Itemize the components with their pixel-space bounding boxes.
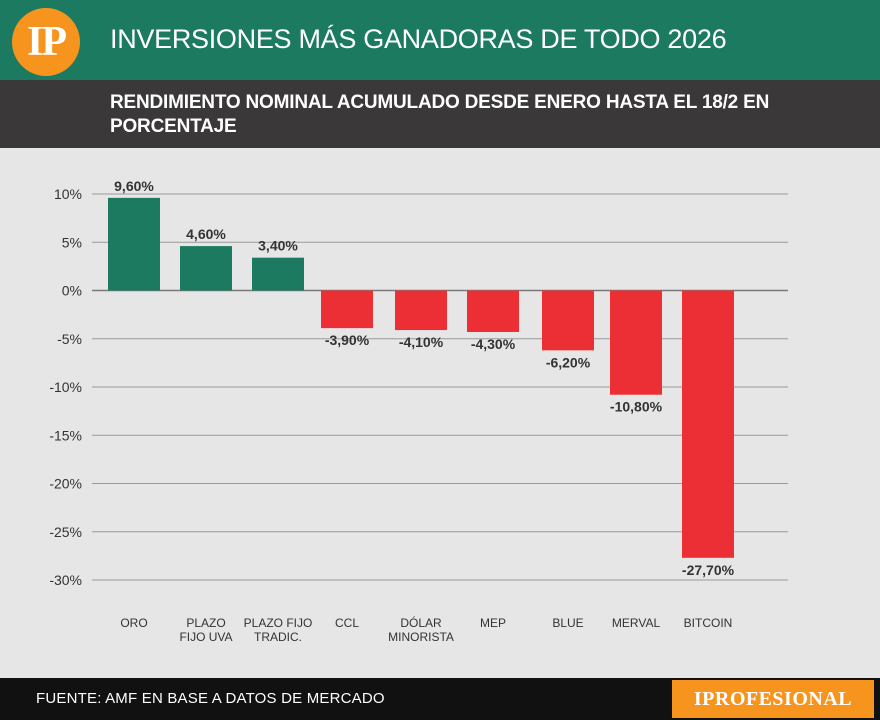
x-tick-label: CCL	[335, 616, 359, 630]
y-tick-label: 5%	[62, 234, 82, 250]
y-tick-label: -30%	[49, 572, 82, 588]
bar	[610, 290, 662, 395]
data-label: -4,30%	[471, 336, 516, 352]
data-label: 4,60%	[186, 226, 226, 242]
y-tick-label: -10%	[49, 379, 82, 395]
x-tick-label: FIJO UVA	[179, 630, 232, 644]
y-tick-label: 0%	[62, 283, 82, 299]
x-tick-label: ORO	[120, 616, 147, 630]
x-tick-label: PLAZO FIJO	[244, 616, 313, 630]
x-tick-label: MEP	[480, 616, 506, 630]
x-tick-label: PLAZO	[186, 616, 225, 630]
y-tick-label: -25%	[49, 524, 82, 540]
page-title: INVERSIONES MÁS GANADORAS DE TODO 2026	[110, 24, 727, 54]
bar	[321, 290, 373, 329]
data-label: 9,60%	[114, 178, 154, 194]
brand-logo: IPROFESIONAL	[672, 680, 874, 718]
y-tick-label: -20%	[49, 476, 82, 492]
data-label: -10,80%	[610, 399, 663, 415]
data-label: -6,20%	[546, 354, 591, 370]
x-tick-label: BLUE	[552, 616, 583, 630]
data-label: -27,70%	[682, 562, 735, 578]
bar	[395, 290, 447, 331]
bar-chart: 10% 5% 0% -5% -10% -15% -20% -25% -30% 9,60% ORO 4,…	[49, 178, 788, 644]
bar	[108, 197, 160, 291]
bar	[180, 246, 232, 291]
bar	[252, 257, 304, 291]
bar	[542, 290, 594, 351]
y-tick-label: -15%	[49, 427, 82, 443]
data-label: -3,90%	[325, 332, 370, 348]
x-tick-label: TRADIC.	[254, 630, 302, 644]
data-label: -4,10%	[399, 334, 444, 350]
x-tick-label: BITCOIN	[684, 616, 733, 630]
bar	[682, 290, 734, 558]
x-tick-label: DÓLAR	[400, 615, 442, 630]
header-bar	[0, 0, 880, 80]
data-label: 3,40%	[258, 238, 298, 254]
chart-subtitle: RENDIMIENTO NOMINAL ACUMULADO DESDE ENER…	[110, 92, 770, 137]
y-tick-label: 10%	[54, 186, 82, 202]
x-tick-label: MINORISTA	[388, 630, 454, 644]
x-tick-label: MERVAL	[612, 616, 661, 630]
bar	[467, 290, 519, 332]
ip-logo: IP	[12, 8, 80, 76]
source-note: FUENTE: AMF EN BASE A DATOS DE MERCADO	[36, 690, 385, 707]
subtitle-bar	[0, 80, 880, 148]
y-tick-label: -5%	[57, 331, 82, 347]
